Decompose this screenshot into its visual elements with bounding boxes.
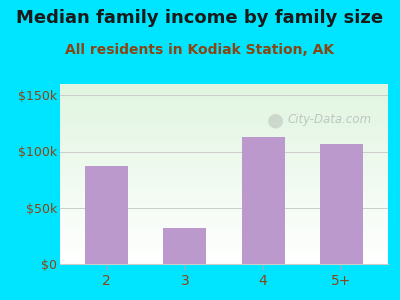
Text: All residents in Kodiak Station, AK: All residents in Kodiak Station, AK bbox=[66, 44, 334, 58]
Text: ●: ● bbox=[267, 110, 284, 130]
Bar bbox=[164, 228, 206, 264]
Text: City-Data.com: City-Data.com bbox=[288, 113, 372, 127]
Text: Median family income by family size: Median family income by family size bbox=[16, 9, 384, 27]
Bar bbox=[242, 137, 284, 264]
Bar bbox=[85, 166, 128, 264]
Bar bbox=[320, 144, 363, 264]
